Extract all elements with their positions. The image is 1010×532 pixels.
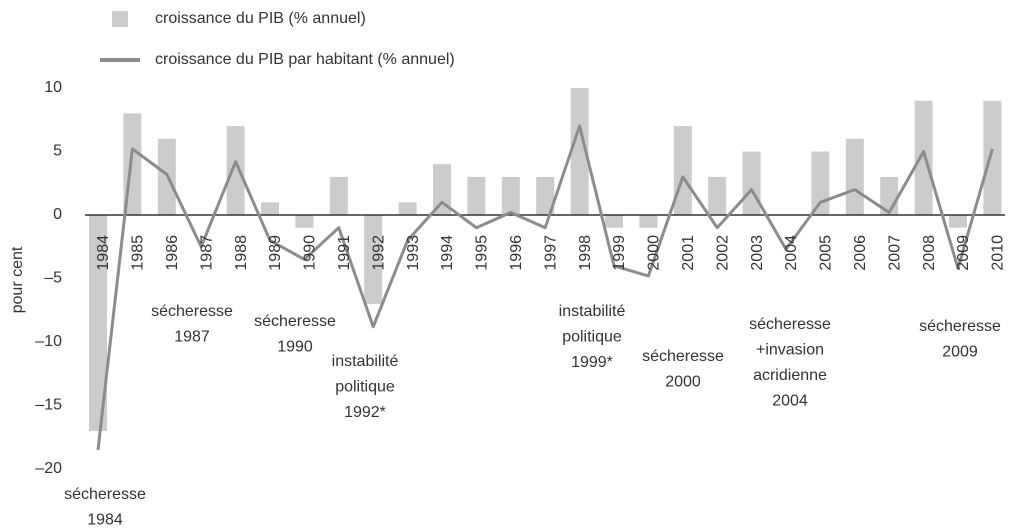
bar	[914, 100, 933, 215]
x-tick-label: 2004	[783, 235, 800, 271]
x-tick-label: 2007	[886, 235, 903, 271]
annotation: politique	[562, 329, 622, 346]
legend-swatch	[112, 11, 128, 27]
x-tick-label: 1990	[302, 235, 319, 271]
bar	[364, 215, 383, 304]
x-tick-label: 1985	[130, 235, 147, 271]
y-tick-label: 0	[53, 206, 62, 223]
x-tick-label: 1987	[198, 235, 215, 271]
bar	[983, 100, 1002, 215]
annotation: +invasion	[756, 342, 824, 359]
annotation: politique	[335, 379, 395, 396]
x-tick-label: 1997	[542, 235, 559, 271]
bar	[845, 138, 864, 215]
x-tick-label: 1998	[577, 235, 594, 271]
x-tick-label: 1989	[267, 235, 284, 271]
legend-label: croissance du PIB (% annuel)	[155, 10, 366, 27]
x-tick-label: 2000	[646, 235, 663, 271]
y-tick-label: –10	[35, 333, 62, 350]
bar	[949, 215, 967, 228]
x-tick-label: 1991	[336, 235, 353, 271]
annotation: sécheresse	[151, 303, 233, 320]
annotation: 1992*	[344, 404, 386, 421]
x-tick-label: 1993	[405, 235, 422, 271]
bar	[295, 215, 314, 228]
bar	[226, 126, 245, 215]
annotation: 1990	[277, 339, 313, 356]
annotation: 1999*	[571, 354, 613, 371]
y-tick-label: –20	[35, 460, 62, 477]
x-tick-label: 2008	[921, 235, 938, 271]
bar	[536, 176, 555, 215]
y-tick-label: 10	[44, 79, 62, 96]
bar	[433, 164, 451, 215]
x-tick-label: 2010	[990, 235, 1007, 271]
x-tick-label: 1995	[474, 235, 491, 271]
x-tick-label: 1996	[508, 235, 525, 271]
bar	[501, 176, 520, 215]
y-tick-label: –15	[35, 397, 62, 414]
x-tick-label: 1992	[370, 235, 387, 271]
bar	[329, 176, 348, 215]
bar	[811, 151, 830, 215]
y-axis-label: pour cent	[9, 246, 26, 313]
x-tick-label: 2009	[955, 235, 972, 271]
x-tick-label: 2002	[714, 235, 731, 271]
bar	[639, 215, 658, 228]
bar	[89, 215, 107, 431]
x-tick-label: 2003	[749, 235, 766, 271]
annotation: 2009	[942, 344, 978, 361]
x-tick-label: 1984	[95, 235, 112, 271]
bar	[261, 202, 279, 215]
x-tick-label: 1988	[233, 235, 250, 271]
bar	[742, 151, 761, 215]
x-tick-label: 2005	[818, 235, 835, 271]
annotation: 2000	[665, 374, 701, 391]
annotation: 2004	[772, 393, 808, 410]
annotation: acridienne	[753, 367, 827, 384]
x-tick-label: 1994	[439, 235, 456, 271]
bar	[708, 176, 727, 215]
annotation: sécheresse	[64, 486, 146, 503]
bar	[605, 215, 623, 228]
bar	[467, 176, 486, 215]
annotation: 1984	[87, 512, 123, 529]
bar	[570, 88, 589, 215]
annotation: sécheresse	[642, 348, 724, 365]
annotation: sécheresse	[254, 313, 336, 330]
bar	[398, 202, 417, 215]
annotation: instabilité	[559, 303, 626, 320]
annotation: instabilité	[332, 353, 399, 370]
x-tick-label: 1986	[164, 235, 181, 271]
y-tick-label: 5	[53, 143, 62, 160]
legend-label: croissance du PIB par habitant (% annuel…	[155, 51, 455, 68]
x-tick-label: 2001	[680, 235, 697, 271]
annotation: sécheresse	[919, 318, 1001, 335]
x-tick-label: 2006	[852, 235, 869, 271]
annotation: sécheresse	[749, 316, 831, 333]
y-tick-label: –5	[44, 270, 62, 287]
x-tick-label: 1999	[611, 235, 628, 271]
line	[96, 124, 994, 451]
annotation: 1987	[174, 329, 210, 346]
bar	[673, 126, 692, 215]
